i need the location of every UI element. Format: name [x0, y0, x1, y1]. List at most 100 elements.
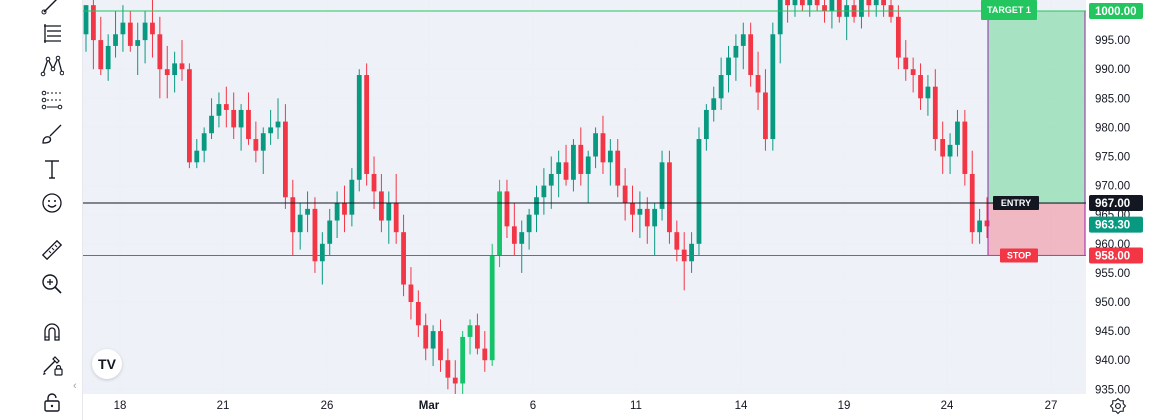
- candle: [526, 208, 532, 250]
- tool-fib-retracement[interactable]: [33, 19, 71, 47]
- price-tags: 1000.00 967.00 963.30 958.00: [1089, 3, 1143, 264]
- candle: [785, 0, 790, 23]
- candle: [98, 16, 104, 76]
- tool-emoji[interactable]: [33, 189, 71, 217]
- price-tick-label: 975.00: [1095, 152, 1130, 164]
- candle: [881, 0, 887, 17]
- tool-ruler[interactable]: [33, 236, 71, 264]
- candle: [275, 98, 281, 140]
- time-tick-label: 6: [530, 400, 536, 412]
- tool-lock[interactable]: [33, 388, 71, 416]
- svg-text:967.00: 967.00: [1095, 198, 1130, 210]
- candle: [283, 104, 288, 209]
- candle: [932, 69, 938, 151]
- candle: [659, 150, 665, 221]
- target-label[interactable]: TARGET 1: [981, 0, 1037, 20]
- candle: [711, 86, 717, 122]
- candle: [260, 127, 266, 174]
- candle: [637, 191, 643, 238]
- candle: [571, 139, 576, 192]
- candle: [90, 0, 96, 70]
- candle: [903, 40, 909, 81]
- prediction-icon: [41, 90, 63, 110]
- tool-prediction[interactable]: [33, 86, 71, 114]
- tool-magnet[interactable]: [33, 318, 71, 346]
- candle: [290, 179, 296, 256]
- candle: [164, 45, 170, 99]
- candle: [113, 11, 118, 58]
- candle: [622, 168, 628, 221]
- candle: [201, 127, 207, 163]
- chart-settings-button[interactable]: [1108, 396, 1128, 416]
- tool-lock-drawing[interactable]: [33, 352, 71, 380]
- candle: [940, 121, 946, 174]
- time-tick-label: 18: [114, 400, 127, 412]
- candle: [519, 220, 525, 273]
- entry-label[interactable]: ENTRY: [993, 196, 1039, 211]
- stop-label[interactable]: STOP: [1000, 248, 1038, 263]
- candle: [667, 150, 672, 244]
- candle: [157, 16, 163, 99]
- candle: [873, 0, 879, 17]
- candle: [342, 185, 347, 233]
- ruler-icon: [41, 239, 63, 261]
- zoom-in-icon: [42, 274, 62, 294]
- candle: [799, 0, 805, 11]
- candle: [268, 109, 274, 145]
- candle: [585, 150, 591, 204]
- candle: [297, 203, 303, 250]
- tool-pattern[interactable]: [33, 52, 71, 80]
- candle: [977, 208, 983, 244]
- tool-text[interactable]: [33, 155, 71, 183]
- candle: [755, 51, 761, 110]
- candle: [504, 179, 510, 238]
- candle: [216, 92, 222, 128]
- candle: [726, 45, 731, 93]
- candle: [925, 75, 931, 116]
- svg-text:963.30: 963.30: [1095, 220, 1130, 232]
- candle: [910, 57, 916, 93]
- candle: [83, 5, 89, 52]
- candle: [593, 127, 598, 169]
- candle: [194, 139, 200, 169]
- candle: [689, 232, 694, 273]
- position-zones[interactable]: [987, 10, 1086, 256]
- candle: [777, 0, 783, 64]
- profit-zone[interactable]: [987, 10, 1086, 204]
- candle: [467, 319, 473, 355]
- candle: [386, 191, 392, 244]
- candle: [748, 22, 754, 87]
- candle: [696, 127, 702, 256]
- candle: [733, 34, 739, 81]
- candle: [792, 0, 798, 17]
- candle: [186, 63, 192, 169]
- candle: [423, 313, 429, 361]
- candle: [127, 11, 133, 52]
- time-tick-label: 27: [1045, 400, 1058, 412]
- candle: [371, 156, 377, 209]
- candle: [364, 63, 370, 186]
- svg-text:ENTRY: ENTRY: [1001, 198, 1031, 208]
- time-axis[interactable]: 18 21 26 Mar 6 11 14 19 24 27: [114, 400, 1058, 412]
- candle: [984, 197, 990, 238]
- svg-text:STOP: STOP: [1007, 250, 1031, 260]
- candle: [482, 331, 488, 372]
- candle: [563, 144, 569, 186]
- tool-brush[interactable]: [33, 120, 71, 148]
- candle: [246, 92, 251, 145]
- grid: [82, 0, 1086, 394]
- tool-zoom-in[interactable]: [33, 270, 71, 298]
- tool-trend-line[interactable]: [33, 0, 71, 18]
- candle: [807, 0, 813, 17]
- time-tick-label: 24: [941, 400, 954, 412]
- time-tick-label: 19: [838, 400, 851, 412]
- collapse-toolbar-icon[interactable]: ‹: [73, 380, 77, 392]
- candle: [452, 360, 458, 396]
- magnet-icon: [44, 323, 60, 341]
- candle: [305, 191, 310, 233]
- loss-zone[interactable]: [987, 202, 1086, 256]
- candle: [142, 11, 148, 64]
- candle: [674, 220, 680, 262]
- candle: [172, 51, 178, 93]
